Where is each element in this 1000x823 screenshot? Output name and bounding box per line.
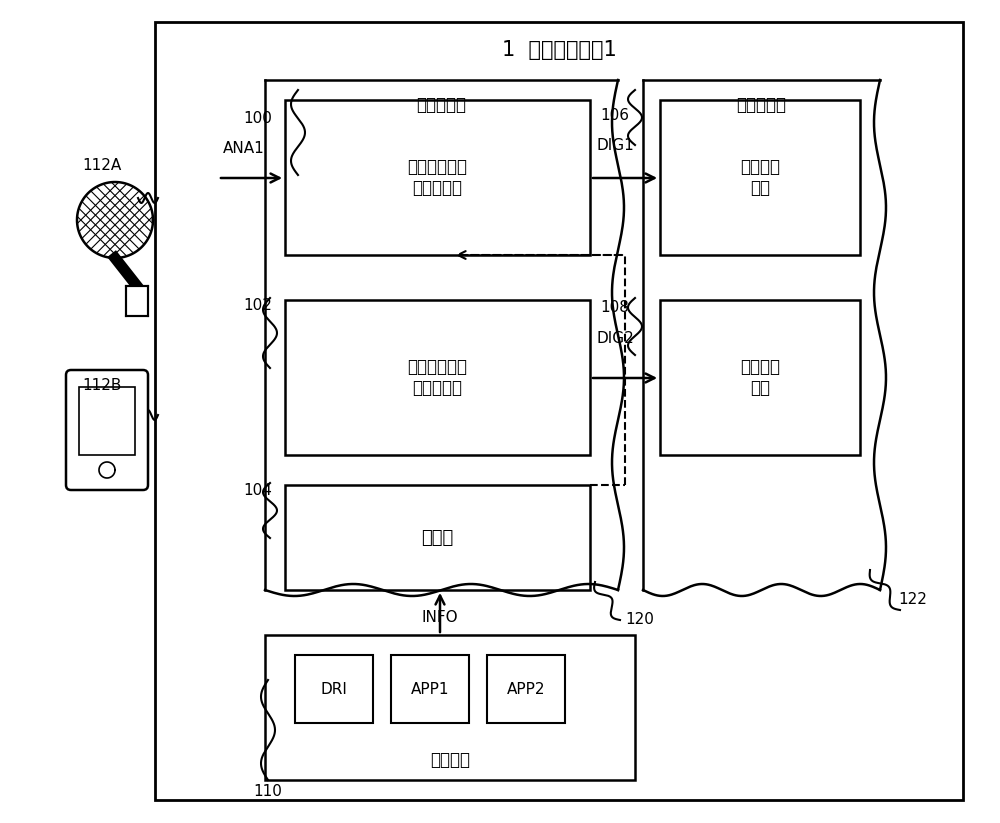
Text: INFO: INFO — [422, 610, 458, 625]
Text: 106: 106 — [600, 108, 629, 123]
Text: ANA1: ANA1 — [223, 141, 265, 156]
Text: DIG1: DIG1 — [597, 137, 635, 152]
Text: 编解码单元: 编解码单元 — [416, 96, 466, 114]
Text: 第二存取
模组: 第二存取 模组 — [740, 358, 780, 397]
Bar — [285, 100, 590, 255]
Text: 122: 122 — [898, 593, 927, 607]
Bar — [295, 655, 373, 723]
Text: 第二类比至数
位转换模组: 第二类比至数 位转换模组 — [408, 358, 468, 397]
Bar — [285, 300, 590, 455]
Text: 104: 104 — [243, 482, 272, 497]
Text: 第一存取
模组: 第一存取 模组 — [740, 158, 780, 197]
Text: 1  音讯处理装置1: 1 音讯处理装置1 — [502, 40, 616, 60]
Bar — [79, 387, 135, 455]
Text: 处理模组: 处理模组 — [430, 751, 470, 769]
Text: APP2: APP2 — [507, 681, 545, 696]
Text: 第一类比至数
位转换模组: 第一类比至数 位转换模组 — [408, 158, 468, 197]
Text: DRI: DRI — [321, 681, 347, 696]
Bar — [487, 655, 565, 723]
Bar — [660, 300, 860, 455]
Text: APP1: APP1 — [411, 681, 449, 696]
Text: 112B: 112B — [82, 378, 121, 393]
Text: DIG2: DIG2 — [597, 331, 635, 346]
Text: 108: 108 — [600, 300, 629, 315]
Bar — [155, 22, 963, 800]
Text: 102: 102 — [243, 297, 272, 313]
Text: 120: 120 — [625, 612, 654, 627]
Text: 100: 100 — [243, 110, 272, 125]
Bar — [660, 100, 860, 255]
Bar — [126, 286, 148, 316]
Bar — [391, 655, 469, 723]
Text: 音讯控制器: 音讯控制器 — [736, 96, 786, 114]
Bar — [265, 635, 635, 780]
Text: 暂存器: 暂存器 — [421, 528, 454, 546]
Text: 110: 110 — [253, 784, 282, 799]
Text: 112A: 112A — [82, 157, 121, 173]
Bar — [285, 485, 590, 590]
FancyBboxPatch shape — [66, 370, 148, 490]
